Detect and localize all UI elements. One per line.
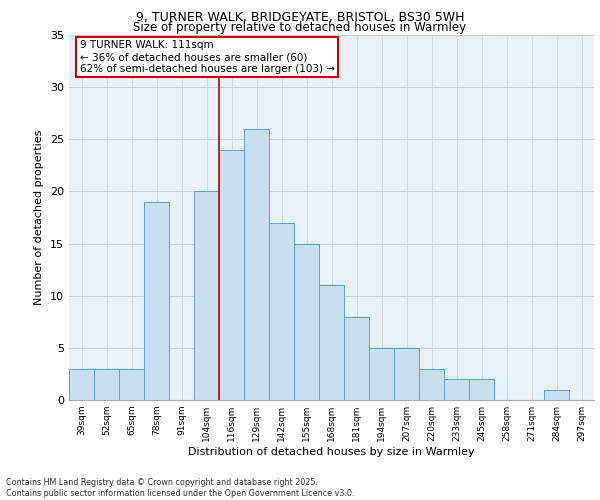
Bar — [69, 368, 94, 400]
Text: Contains HM Land Registry data © Crown copyright and database right 2025.
Contai: Contains HM Land Registry data © Crown c… — [6, 478, 355, 498]
Bar — [344, 316, 369, 400]
Bar — [419, 368, 444, 400]
Bar — [244, 129, 269, 400]
Text: 9, TURNER WALK, BRIDGEYATE, BRISTOL, BS30 5WH: 9, TURNER WALK, BRIDGEYATE, BRISTOL, BS3… — [136, 11, 464, 24]
X-axis label: Distribution of detached houses by size in Warmley: Distribution of detached houses by size … — [188, 447, 475, 457]
Bar — [294, 244, 319, 400]
Text: Size of property relative to detached houses in Warmley: Size of property relative to detached ho… — [133, 21, 467, 34]
Bar — [544, 390, 569, 400]
Bar — [394, 348, 419, 400]
Bar — [94, 368, 119, 400]
Bar — [144, 202, 169, 400]
Bar — [219, 150, 244, 400]
Y-axis label: Number of detached properties: Number of detached properties — [34, 130, 44, 305]
Bar — [119, 368, 144, 400]
Text: 9 TURNER WALK: 111sqm
← 36% of detached houses are smaller (60)
62% of semi-deta: 9 TURNER WALK: 111sqm ← 36% of detached … — [79, 40, 335, 74]
Bar — [369, 348, 394, 400]
Bar — [194, 192, 219, 400]
Bar — [319, 286, 344, 400]
Bar — [269, 222, 294, 400]
Bar — [444, 379, 469, 400]
Bar — [469, 379, 494, 400]
